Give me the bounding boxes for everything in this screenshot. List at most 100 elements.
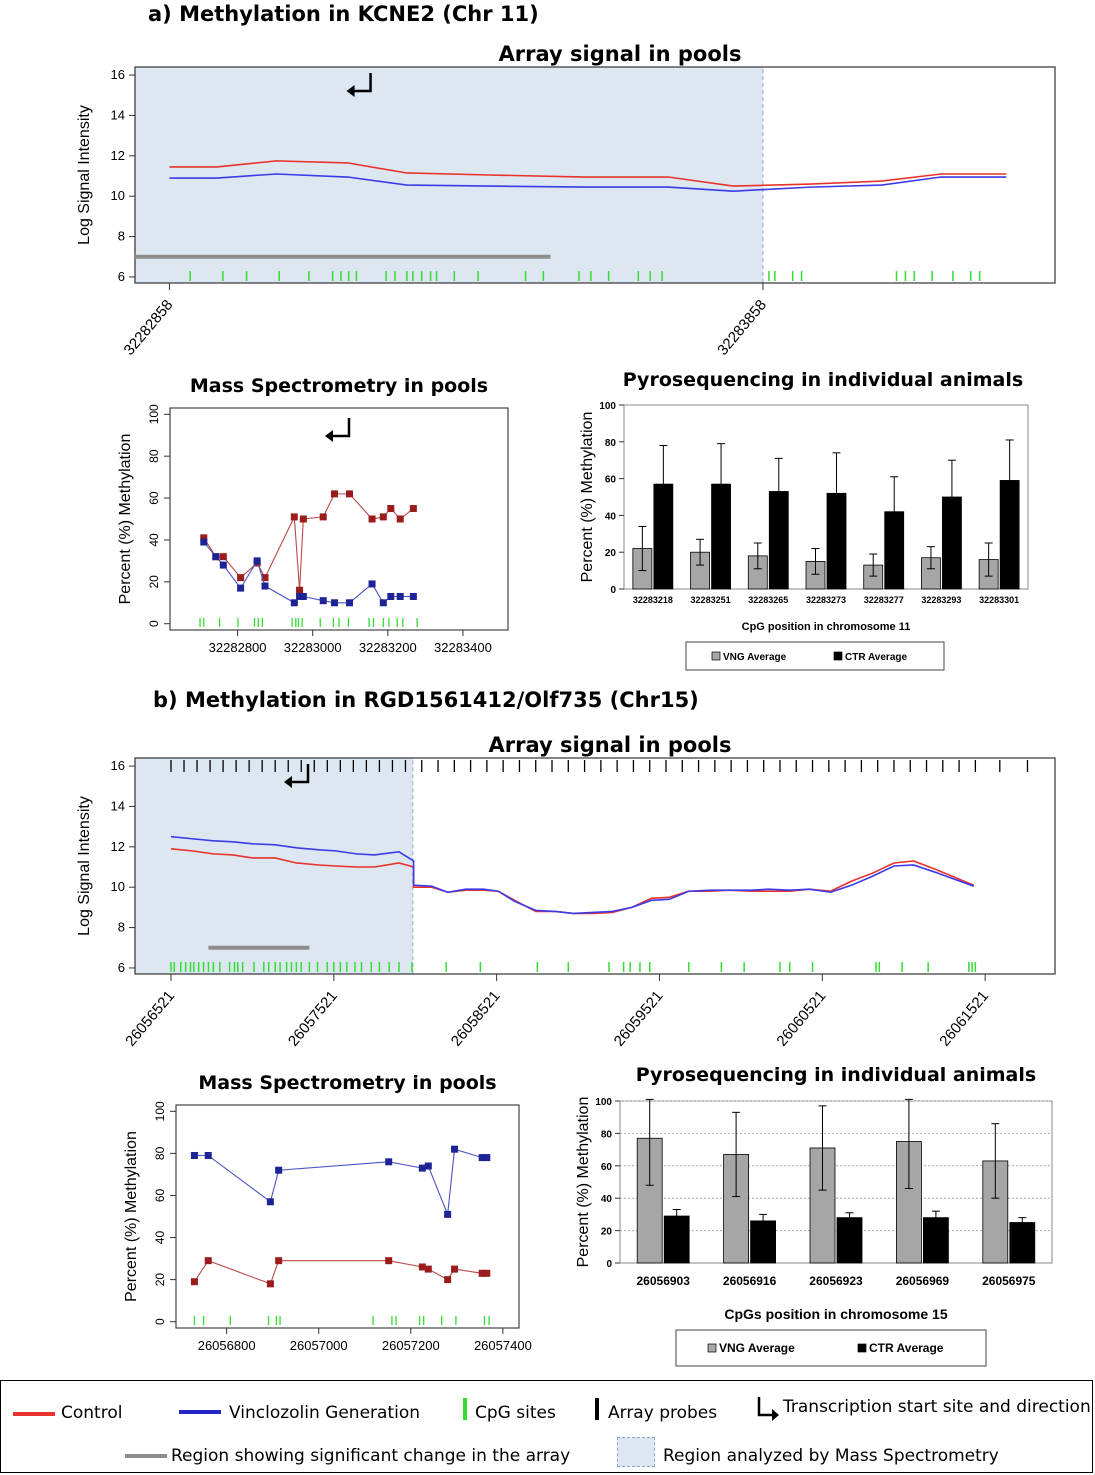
b_ms-plot-frame	[175, 1104, 520, 1329]
a_ms-point-vinclozolin	[346, 599, 354, 607]
a_ms-ytick-label: 0	[147, 620, 161, 627]
a_pyro-legend-swatch	[833, 651, 843, 661]
a_ms-title: Mass Spectrometry in pools	[190, 375, 488, 397]
a_array-xtick-label: 32282858	[121, 297, 177, 359]
part-b-heading: b) Methylation in RGD1561412/Olf735 (Chr…	[153, 688, 699, 712]
a_ms-ytick-label: 80	[147, 449, 161, 463]
a_ms-point-control	[290, 513, 298, 521]
a_ms-xtick-label: 32283200	[359, 640, 417, 655]
a_pyro-xlabel: CpG position in chromosome 11	[742, 621, 911, 633]
b_pyro-ytick-label: 100	[595, 1097, 612, 1108]
b_ms-point-control	[275, 1257, 283, 1265]
b_array-xtick-label: 26057521	[285, 988, 341, 1050]
b_pyro-legend-swatch	[857, 1343, 867, 1353]
a_ms-point-vinclozolin	[237, 584, 245, 592]
b_array-xtick-label: 26058521	[448, 988, 504, 1050]
b_pyro-ytick-label: 0	[606, 1259, 612, 1270]
a_ms-point-control	[368, 515, 376, 523]
b_ms-point-vinclozolin	[266, 1198, 274, 1206]
a_ms-point-vinclozolin	[299, 592, 307, 600]
legend-control-label: Control	[61, 1403, 123, 1423]
legend-vinclozolin-swatch	[179, 1410, 221, 1414]
b_ms-ytick-label: 40	[153, 1231, 167, 1245]
b_ms-point-vinclozolin	[478, 1154, 486, 1162]
a_array-ytick-label: 14	[111, 107, 125, 122]
a_ms-point-vinclozolin	[319, 597, 327, 605]
b_ms-ytick-label: 100	[153, 1101, 167, 1121]
b_array-series-vinclozolin	[170, 835, 975, 915]
b_pyro-xlabel: CpGs position in chromosome 15	[724, 1306, 947, 1322]
b_ms-point-vinclozolin	[418, 1164, 426, 1172]
b_array-xtick-label: 26060521	[773, 988, 829, 1050]
b_pyro-bar-ctr	[663, 1215, 690, 1264]
b_ms-point-control	[424, 1265, 432, 1273]
a_array-ylabel: Log Signal Intensity	[76, 105, 93, 245]
a_array-ytick-label: 16	[111, 67, 125, 82]
b_array-ytick-label: 14	[111, 798, 125, 813]
a_ms-point-vinclozolin	[379, 599, 387, 607]
legend-probes-label: Array probes	[608, 1403, 718, 1423]
b_pyro-category-label: 26056923	[809, 1274, 863, 1288]
b_array-ytick-label: 10	[111, 879, 125, 894]
b_ms-point-control	[418, 1263, 426, 1271]
b_pyro-ytick-label: 20	[601, 1227, 613, 1238]
b_pyro-category-label: 26056975	[982, 1274, 1036, 1288]
a_array-series-control	[169, 160, 1007, 187]
b_array-xtick-label: 26056521	[122, 988, 178, 1050]
legend-tss-arrow-icon	[757, 1397, 779, 1421]
b_array-plot-frame	[134, 757, 1056, 975]
b_ms-point-vinclozolin	[483, 1154, 491, 1162]
a_ms-xtick-label: 32282800	[209, 640, 267, 655]
a_pyro-category-label: 32283218	[633, 595, 673, 605]
a_array-tss-arrow-icon	[350, 73, 372, 93]
b_ms-ylabel: Percent (%) Methylation	[123, 1131, 140, 1302]
b_array-title: Array signal in pools	[489, 733, 732, 757]
b_array-ms-region	[134, 757, 414, 975]
a_array-title: Array signal in pools	[499, 42, 742, 66]
b_ms-xtick-label: 26056800	[198, 1338, 256, 1353]
b_ms-point-vinclozolin	[275, 1166, 283, 1174]
a_pyro-plot-frame	[623, 404, 1029, 590]
b_ms-point-vinclozolin	[424, 1162, 432, 1170]
b_pyro-legend-swatch	[707, 1343, 717, 1353]
a_ms-point-vinclozolin	[396, 592, 404, 600]
b_array-ylabel: Log Signal Intensity	[76, 796, 93, 936]
b_pyro-bar-ctr	[1009, 1222, 1036, 1264]
a_ms-point-vinclozolin	[368, 580, 376, 588]
legend-cpg-label: CpG sites	[475, 1403, 556, 1423]
a_pyro-bar-ctr	[826, 492, 847, 590]
a_pyro-bar-ctr	[942, 496, 962, 590]
a_ms-point-control	[379, 513, 387, 521]
a_ms-point-control	[261, 574, 269, 582]
b_pyro-category-label: 26056969	[896, 1274, 950, 1288]
a_pyro-ytick-label: 40	[605, 511, 617, 522]
a_ms-point-vinclozolin	[261, 582, 269, 590]
legend-sig-region-swatch	[125, 1454, 167, 1458]
a_array-ytick-label: 6	[118, 269, 125, 284]
a_pyro-category-label: 32283265	[748, 595, 788, 605]
a_ms-plot-frame	[169, 407, 509, 631]
b_array-ytick-label: 8	[118, 920, 125, 935]
a_ms-point-control	[346, 490, 354, 498]
a_ms-point-control	[200, 534, 208, 542]
b_array-tss-arrow-icon-head	[283, 776, 292, 788]
b_ms-xtick-label: 26057000	[290, 1338, 348, 1353]
a_pyro-legend-label: CTR Average	[845, 652, 907, 663]
a_ms-point-vinclozolin	[212, 553, 220, 561]
b_pyro-ytick-label: 80	[601, 1129, 613, 1140]
b_ms-point-control	[483, 1269, 491, 1277]
b_array-xtick-label: 26059521	[611, 988, 667, 1050]
b_pyro-bar-ctr	[836, 1217, 863, 1264]
b_pyro-category-label: 26056916	[723, 1274, 777, 1288]
a_array-ytick-label: 8	[118, 229, 125, 244]
legend: Control Vinclozolin Generation CpG sites…	[0, 1380, 1093, 1473]
b_pyro-category-label: 26056903	[637, 1274, 691, 1288]
b_array-tss-arrow-icon	[287, 764, 310, 784]
b_ms-point-vinclozolin	[190, 1151, 198, 1159]
b_ms-ytick-label: 80	[153, 1146, 167, 1160]
a_pyro-bar-ctr	[653, 483, 674, 590]
a_ms-xtick-label: 32283000	[284, 640, 342, 655]
a_array-plot-frame	[134, 66, 1056, 284]
a_pyro-legend-box	[685, 641, 945, 671]
a_ms-ytick-label: 60	[147, 491, 161, 505]
